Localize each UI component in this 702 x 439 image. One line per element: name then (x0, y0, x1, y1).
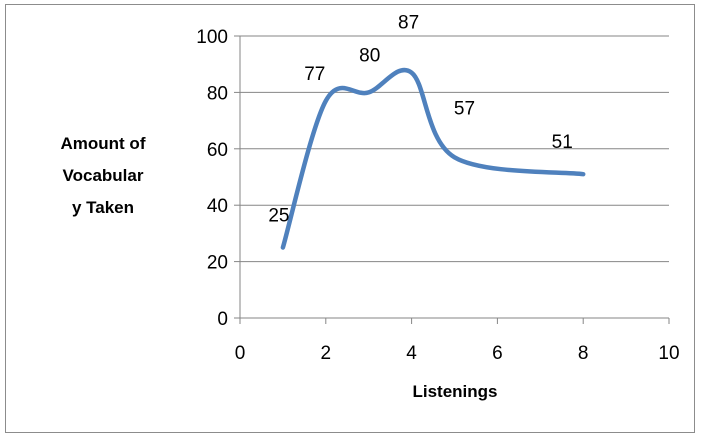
y-tick-label: 80 (207, 83, 228, 104)
data-label: 51 (552, 132, 573, 153)
series-line (280, 67, 586, 250)
x-tick-label: 10 (658, 343, 679, 364)
y-axis-title-line-1: Amount of (61, 134, 146, 153)
data-label: 77 (304, 64, 325, 85)
data-label: 87 (398, 13, 419, 34)
series-layer (280, 67, 586, 250)
chart-area (5, 4, 695, 433)
y-tick-label: 100 (196, 27, 228, 48)
y-axis-title-line-2: Vocabular (63, 166, 144, 185)
tick-labels: 0 20 40 60 80 100 0 2 4 6 8 10 (196, 27, 679, 364)
data-labels: 25 77 80 87 57 51 (268, 13, 572, 227)
data-label: 25 (268, 206, 289, 227)
x-tick-label: 0 (235, 343, 246, 364)
x-tick-label: 8 (578, 343, 589, 364)
gridlines (240, 35, 669, 263)
y-tick-label: 0 (217, 309, 228, 330)
x-tick-label: 2 (321, 343, 332, 364)
x-tick-label: 4 (406, 343, 417, 364)
y-tick-label: 40 (207, 196, 228, 217)
y-axis-title-line-3: y Taken (72, 198, 134, 217)
y-axis-title: Amount of Vocabular y Taken (61, 134, 146, 217)
axes (234, 35, 670, 324)
x-axis-title: Listenings (412, 382, 497, 401)
y-tick-label: 60 (207, 140, 228, 161)
y-tick-label: 20 (207, 253, 228, 274)
x-tick-label: 6 (492, 343, 503, 364)
data-label: 57 (454, 98, 475, 119)
data-label: 80 (359, 45, 380, 66)
